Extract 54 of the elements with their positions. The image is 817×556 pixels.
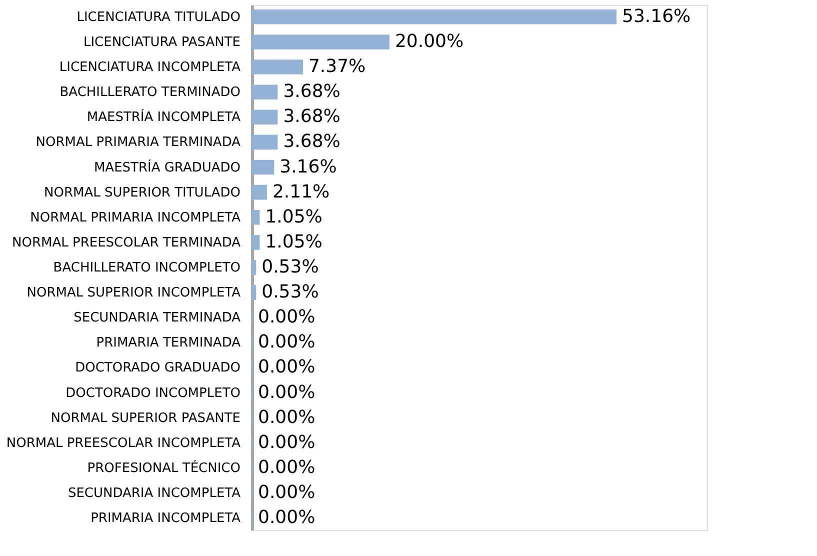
data-label: 0.00%: [258, 456, 316, 478]
data-label: 2.11%: [272, 181, 330, 202]
data-label: 0.00%: [258, 432, 316, 453]
data-label: 3.68%: [283, 106, 340, 128]
bar: [252, 285, 256, 300]
data-label: 1.05%: [265, 231, 322, 252]
bar: [252, 34, 390, 50]
y-tick-label: NORMAL PREESCOLAR INCOMPLETA: [6, 436, 241, 451]
y-tick-label: DOCTORADO GRADUADO: [75, 360, 240, 376]
bar: [252, 84, 278, 100]
data-label: 0.53%: [262, 282, 319, 303]
bar: [252, 10, 616, 24]
data-label: 0.00%: [258, 306, 316, 328]
y-tick-label: LICENCIATURA INCOMPLETA: [59, 60, 241, 76]
y-tick-label: DOCTORADO INCOMPLETO: [66, 386, 240, 401]
y-tick-label: NORMAL PREESCOLAR TERMINADA: [12, 235, 241, 250]
data-label: 0.00%: [258, 482, 316, 504]
y-tick-label: BACHILLERATO INCOMPLETO: [53, 260, 240, 276]
data-label: 0.00%: [258, 406, 316, 428]
y-tick-label: NORMAL SUPERIOR PASANTE: [50, 410, 240, 426]
bar: [252, 134, 278, 150]
data-label: 3.68%: [283, 131, 340, 152]
y-tick-label: BACHILLERATO TERMINADO: [60, 85, 240, 100]
bar: [252, 110, 278, 125]
bar: [252, 260, 256, 275]
y-tick-label: LICENCIATURA TITULADO: [76, 10, 240, 25]
data-label: 7.37%: [308, 56, 366, 78]
data-label: 0.00%: [258, 507, 316, 528]
data-label: 1.05%: [265, 206, 322, 228]
data-label: 0.00%: [258, 382, 316, 403]
bar: [252, 210, 260, 225]
data-label: 0.00%: [258, 332, 316, 353]
data-label: 3.68%: [283, 81, 340, 102]
data-label: 53.16%: [622, 6, 691, 27]
data-label: 0.00%: [258, 356, 316, 378]
y-tick-label: PROFESIONAL TÉCNICO: [87, 458, 240, 476]
y-tick-label: SECUNDARIA INCOMPLETA: [68, 486, 241, 502]
y-tick-label: NORMAL SUPERIOR TITULADO: [44, 185, 240, 200]
y-tick-label: NORMAL PRIMARIA TERMINADA: [36, 135, 241, 150]
y-tick-label: PRIMARIA TERMINADA: [96, 336, 241, 351]
bar: [252, 60, 303, 74]
data-label: 3.16%: [280, 156, 337, 178]
bar: [252, 235, 260, 250]
y-tick-label: SECUNDARIA TERMINADA: [74, 310, 241, 326]
bar: [252, 160, 274, 175]
bar: [252, 184, 267, 200]
y-tick-label: PRIMARIA INCOMPLETA: [90, 511, 241, 526]
y-tick-label: NORMAL PRIMARIA INCOMPLETA: [30, 210, 241, 226]
y-tick-label: LICENCIATURA PASANTE: [83, 34, 240, 50]
y-tick-label: NORMAL SUPERIOR INCOMPLETA: [26, 286, 241, 301]
y-tick-label: MAESTRÍA GRADUADO: [94, 158, 240, 176]
y-tick-label: MAESTRÍA INCOMPLETA: [86, 108, 241, 126]
data-label: 0.53%: [262, 256, 319, 278]
data-label: 20.00%: [394, 30, 464, 52]
